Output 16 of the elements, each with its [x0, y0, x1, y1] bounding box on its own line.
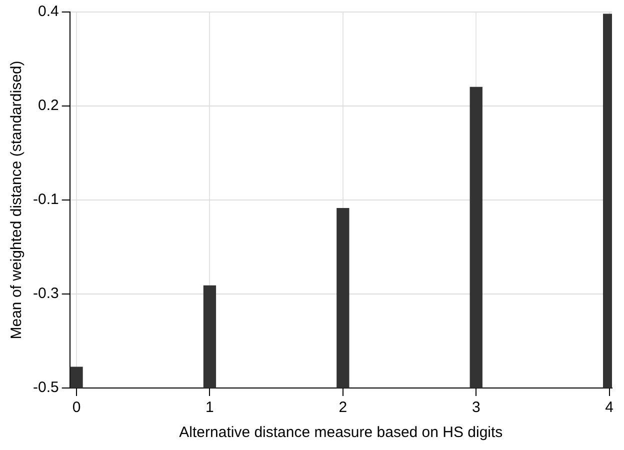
x-tick-label: 0: [72, 399, 81, 416]
bar: [203, 285, 216, 388]
bar: [70, 366, 83, 388]
x-tick-label: 3: [472, 399, 480, 416]
bar: [336, 208, 350, 388]
y-tick-label: -0.1: [32, 191, 59, 208]
y-tick-label: 0.4: [38, 3, 59, 20]
y-axis-title: Mean of weighted distance (standardised): [8, 60, 26, 340]
x-tick-label: 1: [206, 399, 214, 416]
bar: [470, 86, 482, 388]
x-tick-label: 4: [605, 399, 614, 416]
y-tick-label: -0.3: [32, 285, 59, 302]
x-tick-label: 2: [338, 399, 348, 416]
x-axis-title: Alternative distance measure based on HS digits: [179, 424, 503, 442]
y-tick-label: -0.5: [32, 379, 59, 396]
y-tick-label: 0.2: [38, 97, 59, 114]
